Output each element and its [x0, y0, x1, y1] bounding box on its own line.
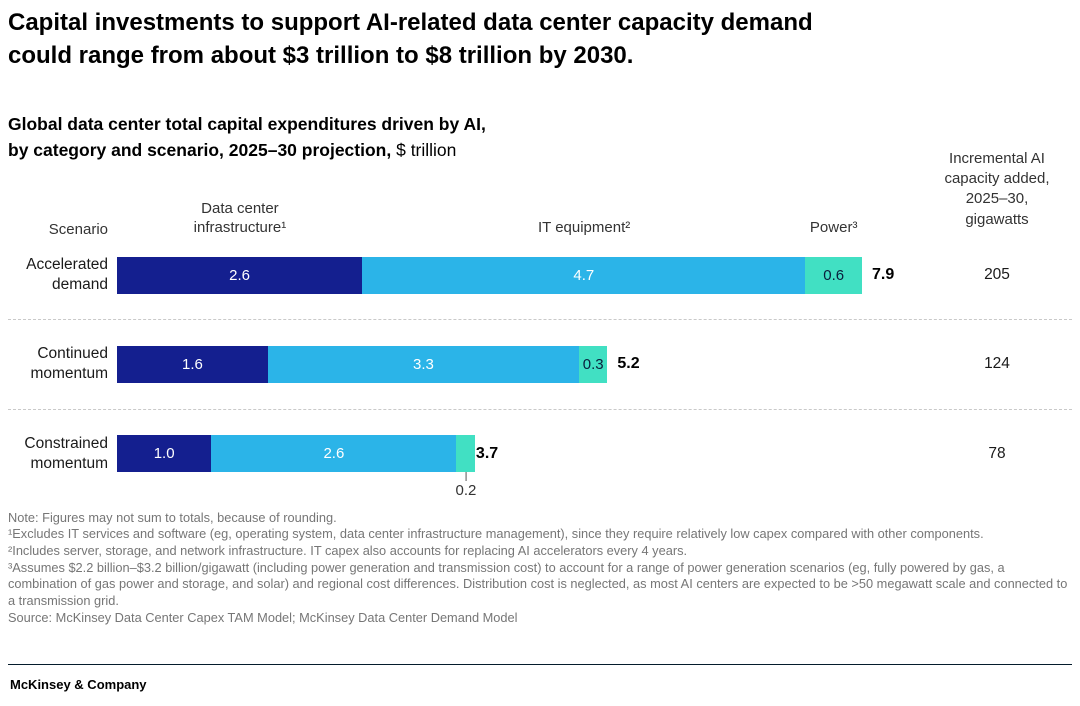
- row-total: 7.9: [872, 266, 895, 284]
- segment-value: 1.6: [182, 355, 203, 373]
- segment-it-equipment: 3.3: [267, 345, 580, 383]
- footnote-3: ³Assumes $2.2 billion–$3.2 billion/gigaw…: [8, 559, 1068, 608]
- bar-track: 2.6 4.7 0.6 7.9: [117, 256, 894, 294]
- infrastructure-column-header: Data center infrastructure¹: [193, 199, 287, 237]
- segment-value: 4.7: [573, 266, 595, 284]
- exhibit-subtitle: Global data center total capital expendi…: [8, 112, 1072, 163]
- segment-value: 0.2: [455, 482, 477, 500]
- footnote-1: ¹Excludes IT services and software (eg, …: [8, 526, 984, 542]
- subtitle-line2: by category and scenario, 2025–30 projec…: [8, 139, 392, 160]
- stacked-bar: 1.0 2.6: [117, 435, 862, 473]
- gigawatts-value: 78: [988, 444, 1006, 462]
- callout-leader-line: [465, 472, 467, 482]
- segment-power: 0.6: [805, 256, 862, 294]
- bar-row-accelerated-demand: Accelerated demand 2.6 4.7 0.6 7.9 205: [8, 255, 1072, 295]
- stacked-bar: 2.6 4.7 0.6: [117, 256, 862, 294]
- row-total: 5.2: [617, 355, 640, 373]
- segment-value: 2.6: [323, 445, 345, 463]
- scenario-label: Accelerated demand: [26, 255, 108, 294]
- it-equipment-column-header: IT equipment²: [537, 219, 631, 237]
- bar-track: 1.6 3.3 0.3 5.2: [117, 345, 862, 383]
- row-divider: [8, 319, 1072, 321]
- subtitle-unit: $ trillion: [396, 139, 457, 160]
- segment-infrastructure: 2.6: [117, 256, 363, 294]
- row-divider: [8, 408, 1072, 410]
- gigawatts-value: 124: [984, 355, 1010, 373]
- mckinsey-brand-text: McKinsey & Company: [10, 677, 147, 692]
- bar-row-constrained-momentum: Constrained momentum 1.0 2.6 3.7 0.2 78: [8, 434, 1072, 500]
- footnote-2: ²Includes server, storage, and network i…: [8, 543, 688, 559]
- row-total: 3.7: [475, 444, 499, 462]
- segment-it-equipment: 2.6: [211, 435, 457, 473]
- segment-value: 0.3: [582, 355, 604, 373]
- segment-value: 0.6: [823, 266, 845, 284]
- bar-track: 1.0 2.6 3.7 0.2: [117, 435, 862, 499]
- notes: Note: Figures may not sum to totals, bec…: [8, 510, 1072, 626]
- exhibit-title: Capital investments to support AI-relate…: [8, 9, 813, 70]
- column-headers: Scenario Data center infrastructure¹ IT …: [8, 149, 1072, 240]
- segment-infrastructure: 1.6: [117, 345, 268, 383]
- stacked-bar: 1.6 3.3 0.3: [117, 345, 862, 383]
- source-line: Source: McKinsey Data Center Capex TAM M…: [8, 609, 518, 625]
- bar-row-continued-momentum: Continued momentum 1.6 3.3 0.3 5.2 124: [8, 344, 1072, 384]
- subtitle-line1: Global data center total capital expendi…: [8, 114, 486, 135]
- gigawatts-value: 205: [984, 266, 1010, 284]
- capacity-column-header: Incremental AI capacity added, 2025–30, …: [944, 149, 1050, 228]
- scenario-column-header: Scenario: [48, 220, 108, 238]
- power-column-header: Power³: [809, 219, 858, 237]
- segment-it-equipment: 4.7: [362, 256, 806, 294]
- segment-power: [456, 435, 476, 473]
- power-callout: 0.2: [455, 472, 476, 499]
- segment-value: 3.3: [413, 355, 434, 373]
- footer: McKinsey & Company: [8, 664, 1072, 706]
- scenario-label: Constrained momentum: [24, 434, 108, 472]
- segment-value: 1.0: [153, 445, 175, 463]
- rounding-note: Note: Figures may not sum to totals, bec…: [8, 509, 337, 525]
- segment-infrastructure: 1.0: [117, 435, 212, 473]
- scenario-label: Continued momentum: [30, 345, 108, 383]
- bar-column-headers: Data center infrastructure¹ IT equipment…: [117, 194, 862, 240]
- segment-power: 0.3: [579, 345, 608, 383]
- segment-value: 2.6: [229, 266, 251, 284]
